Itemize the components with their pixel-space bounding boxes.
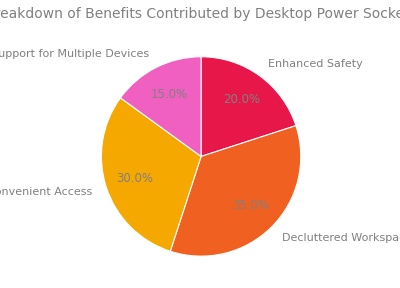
Wedge shape xyxy=(120,57,201,156)
Text: 20.0%: 20.0% xyxy=(224,94,261,107)
Wedge shape xyxy=(102,98,201,251)
Text: 15.0%: 15.0% xyxy=(151,88,188,101)
Text: Enhanced Safety: Enhanced Safety xyxy=(268,59,363,69)
Text: Decluttered Workspace: Decluttered Workspace xyxy=(282,232,400,242)
Title: Breakdown of Benefits Contributed by Desktop Power Sockets: Breakdown of Benefits Contributed by Des… xyxy=(0,7,400,21)
Text: Convenient Access: Convenient Access xyxy=(0,187,92,197)
Wedge shape xyxy=(201,57,296,156)
Text: 35.0%: 35.0% xyxy=(232,199,269,212)
Wedge shape xyxy=(170,126,301,256)
Text: Support for Multiple Devices: Support for Multiple Devices xyxy=(0,49,149,59)
Text: 30.0%: 30.0% xyxy=(116,172,153,185)
